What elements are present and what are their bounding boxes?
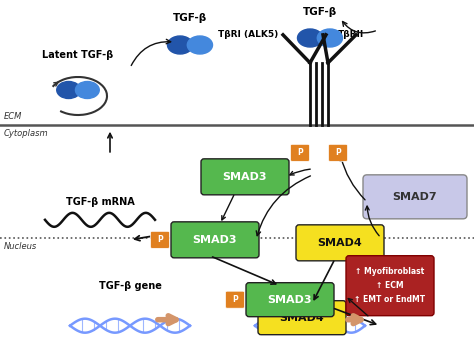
Text: Nucleus: Nucleus [4,242,37,251]
Ellipse shape [317,29,343,47]
FancyBboxPatch shape [171,222,259,258]
FancyBboxPatch shape [296,225,384,261]
Ellipse shape [187,36,212,54]
Ellipse shape [57,81,81,98]
Text: P: P [232,295,238,304]
FancyBboxPatch shape [201,159,289,195]
Text: SMAD4: SMAD4 [318,238,363,248]
Text: Target genes: Target genes [355,287,427,297]
Text: Cytoplasm: Cytoplasm [4,129,49,138]
FancyBboxPatch shape [226,291,245,308]
FancyBboxPatch shape [363,175,467,219]
FancyBboxPatch shape [291,144,310,161]
Text: P: P [335,148,341,157]
FancyBboxPatch shape [328,144,347,161]
Ellipse shape [167,36,193,54]
Text: SMAD3: SMAD3 [268,295,312,305]
Text: SMAD4: SMAD4 [280,313,324,323]
Text: SMAD3: SMAD3 [193,235,237,245]
Text: TGF-β: TGF-β [303,7,337,17]
Text: ↑ Myofibroblast
↑ ECM
↑ EMT or EndMT: ↑ Myofibroblast ↑ ECM ↑ EMT or EndMT [355,267,426,304]
Text: P: P [297,148,303,157]
Text: SMAD3: SMAD3 [223,172,267,182]
Text: TβRII: TβRII [338,30,364,39]
Text: P: P [157,235,163,244]
Text: SMAD7: SMAD7 [392,192,438,202]
Text: TGF-β mRNA: TGF-β mRNA [65,197,134,207]
Text: Latent TGF-β: Latent TGF-β [42,50,114,60]
Text: TβRI (ALK5): TβRI (ALK5) [218,30,278,39]
Ellipse shape [298,29,323,47]
Text: TGF-β gene: TGF-β gene [99,281,162,291]
FancyBboxPatch shape [258,301,346,335]
Text: ECM: ECM [4,112,22,121]
Ellipse shape [75,81,99,98]
FancyBboxPatch shape [346,256,434,316]
FancyBboxPatch shape [151,231,170,248]
FancyBboxPatch shape [246,283,334,317]
Text: TGF-β: TGF-β [173,13,207,23]
